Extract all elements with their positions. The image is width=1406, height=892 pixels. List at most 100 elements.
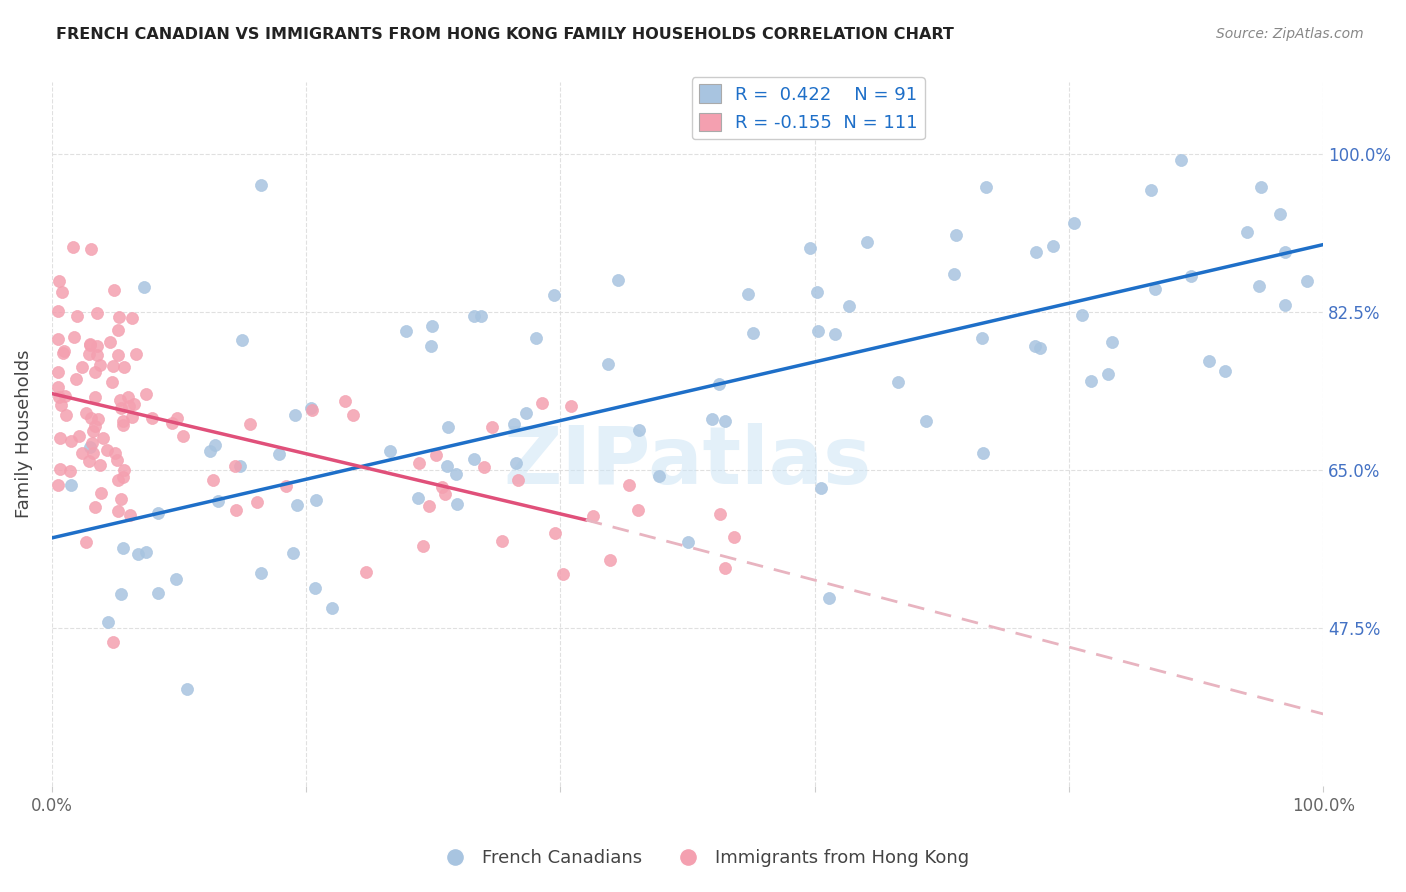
Point bbox=[1198, 353, 1220, 368]
Point bbox=[284, 408, 307, 422]
Point bbox=[200, 444, 222, 458]
Point bbox=[48, 462, 70, 476]
Point bbox=[582, 509, 605, 524]
Point bbox=[810, 482, 832, 496]
Point bbox=[72, 360, 94, 375]
Point bbox=[75, 535, 97, 549]
Point bbox=[806, 285, 828, 299]
Point bbox=[201, 474, 224, 488]
Point bbox=[79, 338, 101, 352]
Point bbox=[224, 458, 246, 473]
Point bbox=[231, 333, 253, 347]
Point bbox=[172, 429, 194, 443]
Point bbox=[709, 507, 731, 521]
Point bbox=[707, 376, 730, 391]
Point bbox=[470, 309, 492, 323]
Point bbox=[65, 372, 87, 386]
Point bbox=[627, 503, 650, 517]
Point bbox=[505, 456, 527, 470]
Point bbox=[122, 397, 145, 411]
Point bbox=[598, 357, 620, 371]
Point bbox=[49, 431, 72, 445]
Point bbox=[945, 228, 967, 243]
Point bbox=[52, 346, 75, 360]
Point bbox=[103, 284, 125, 298]
Point bbox=[111, 541, 134, 555]
Point bbox=[543, 288, 565, 302]
Point bbox=[305, 493, 328, 508]
Point bbox=[444, 467, 467, 481]
Point bbox=[55, 408, 77, 422]
Point bbox=[395, 324, 418, 338]
Point bbox=[77, 454, 100, 468]
Point bbox=[207, 494, 229, 508]
Point bbox=[380, 443, 402, 458]
Point bbox=[86, 338, 108, 352]
Point bbox=[420, 339, 443, 353]
Point bbox=[46, 332, 69, 346]
Point bbox=[141, 411, 163, 425]
Point bbox=[463, 309, 485, 323]
Point bbox=[89, 458, 111, 472]
Text: FRENCH CANADIAN VS IMMIGRANTS FROM HONG KONG FAMILY HOUSEHOLDS CORRELATION CHART: FRENCH CANADIAN VS IMMIGRANTS FROM HONG … bbox=[56, 27, 955, 42]
Point bbox=[1025, 245, 1047, 260]
Point bbox=[112, 418, 135, 433]
Point bbox=[741, 326, 763, 340]
Point bbox=[1274, 298, 1296, 312]
Point bbox=[96, 442, 118, 457]
Point bbox=[838, 300, 860, 314]
Point bbox=[412, 539, 434, 553]
Point bbox=[93, 430, 115, 444]
Point bbox=[107, 473, 129, 487]
Point bbox=[714, 561, 737, 575]
Point bbox=[79, 441, 101, 455]
Point bbox=[474, 459, 496, 474]
Point bbox=[285, 498, 308, 512]
Point bbox=[110, 587, 132, 601]
Point bbox=[103, 359, 125, 373]
Point bbox=[250, 178, 273, 193]
Point bbox=[408, 456, 430, 470]
Point bbox=[1236, 225, 1258, 239]
Point bbox=[46, 478, 69, 492]
Point bbox=[723, 531, 745, 545]
Point bbox=[51, 398, 73, 412]
Point bbox=[86, 348, 108, 362]
Point bbox=[1180, 268, 1202, 283]
Point bbox=[117, 390, 139, 404]
Legend: R =  0.422    N = 91, R = -0.155  N = 111: R = 0.422 N = 91, R = -0.155 N = 111 bbox=[692, 77, 925, 139]
Point bbox=[1042, 239, 1064, 253]
Point bbox=[420, 319, 443, 334]
Point bbox=[1097, 367, 1119, 381]
Point bbox=[82, 446, 104, 460]
Point bbox=[1071, 308, 1094, 322]
Point bbox=[434, 487, 457, 501]
Point bbox=[225, 502, 247, 516]
Point bbox=[165, 572, 187, 586]
Point bbox=[246, 494, 269, 508]
Point bbox=[676, 535, 699, 549]
Point bbox=[418, 499, 440, 513]
Point bbox=[301, 402, 323, 417]
Point bbox=[60, 478, 83, 492]
Point bbox=[146, 586, 169, 600]
Point bbox=[599, 553, 621, 567]
Point bbox=[430, 480, 453, 494]
Point bbox=[107, 310, 129, 325]
Point bbox=[491, 533, 513, 548]
Point bbox=[62, 240, 84, 254]
Point bbox=[1274, 244, 1296, 259]
Point bbox=[104, 446, 127, 460]
Point bbox=[121, 311, 143, 326]
Point bbox=[101, 375, 124, 389]
Point bbox=[48, 390, 70, 404]
Point bbox=[1268, 207, 1291, 221]
Point bbox=[627, 424, 650, 438]
Point bbox=[406, 491, 429, 505]
Point bbox=[107, 504, 129, 518]
Point bbox=[120, 508, 142, 523]
Point bbox=[1140, 183, 1163, 197]
Point bbox=[80, 242, 103, 256]
Point bbox=[107, 323, 129, 337]
Point bbox=[82, 424, 104, 438]
